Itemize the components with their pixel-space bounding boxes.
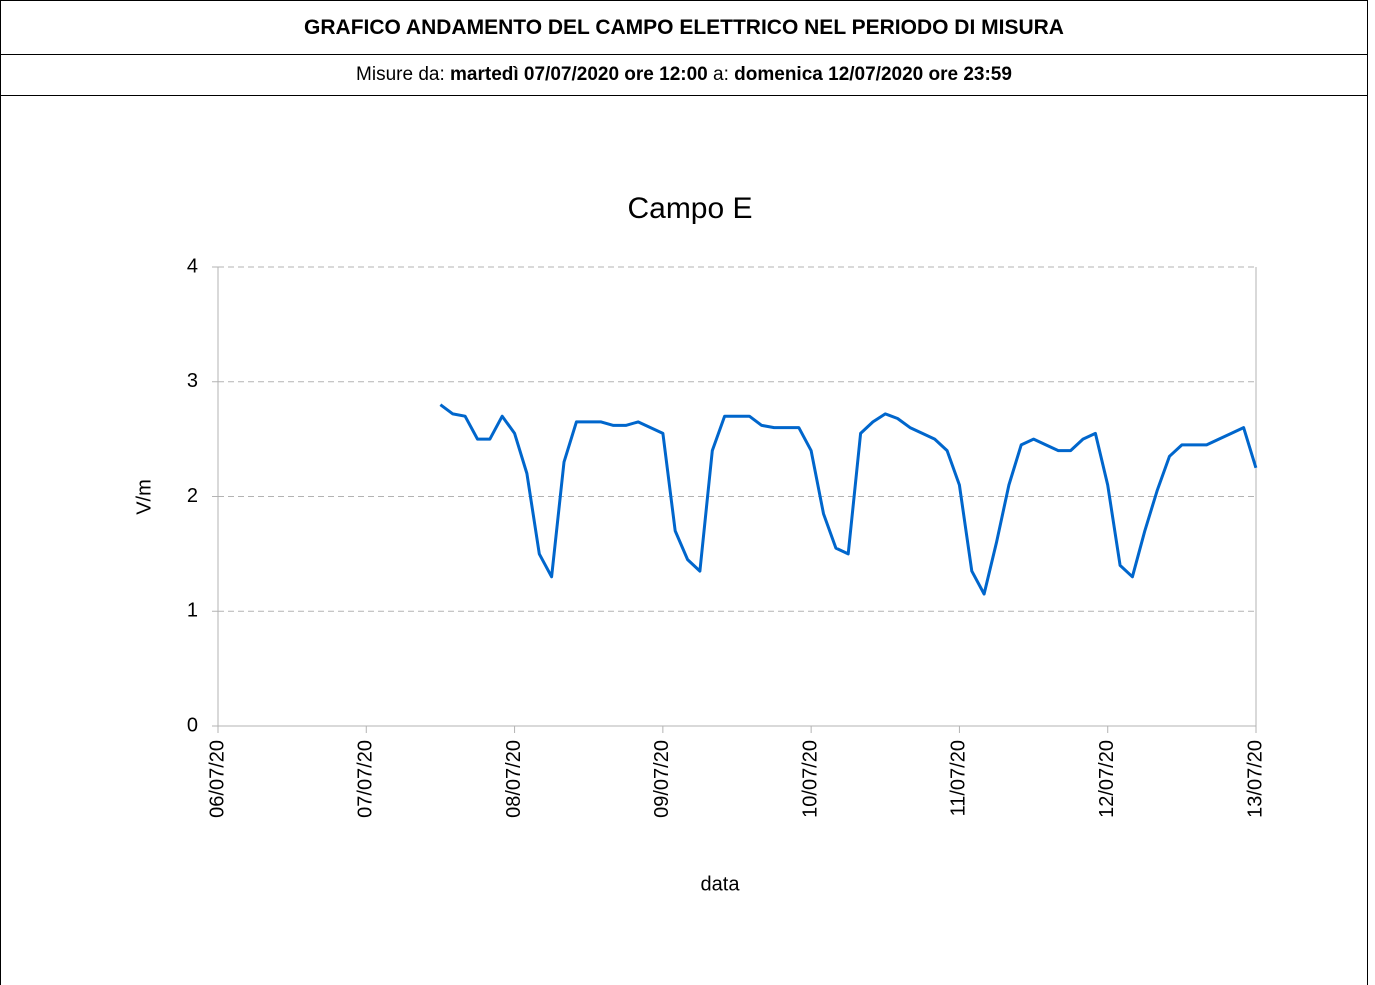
line-series xyxy=(439,403,1258,596)
y-axis-label: V/m xyxy=(133,479,155,515)
subtitle-text: a: xyxy=(707,64,735,85)
subtitle-start: martedì 07/07/2020 ore 12:00 xyxy=(450,64,708,85)
subtitle-end: domenica 12/07/2020 ore 23:59 xyxy=(734,64,1012,85)
x-tick-label: 13/07/20 xyxy=(1244,740,1266,818)
y-tick-label: 1 xyxy=(187,600,198,622)
x-tick-label: 10/07/20 xyxy=(799,740,821,818)
x-tick-label: 08/07/20 xyxy=(503,740,525,818)
y-tick-label: 4 xyxy=(187,255,198,277)
chart-title: Campo E xyxy=(627,192,752,225)
x-tick-label: 11/07/20 xyxy=(948,740,970,816)
subtitle-text: Misure da: xyxy=(356,64,451,85)
y-tick-label: 0 xyxy=(187,714,198,736)
x-tick-label: 06/07/20 xyxy=(206,740,228,818)
x-tick-label: 07/07/20 xyxy=(355,740,377,818)
x-axis-label: data xyxy=(701,873,741,895)
x-tick-label: 12/07/20 xyxy=(1096,740,1118,818)
x-tick-label: 09/07/20 xyxy=(651,740,673,818)
header-subtitle: Misure da: martedì 07/07/2020 ore 12:00 … xyxy=(0,55,1368,96)
y-tick-label: 3 xyxy=(187,370,198,392)
y-tick-label: 2 xyxy=(187,485,198,507)
header-title: GRAFICO ANDAMENTO DEL CAMPO ELETTRICO NE… xyxy=(0,0,1368,55)
